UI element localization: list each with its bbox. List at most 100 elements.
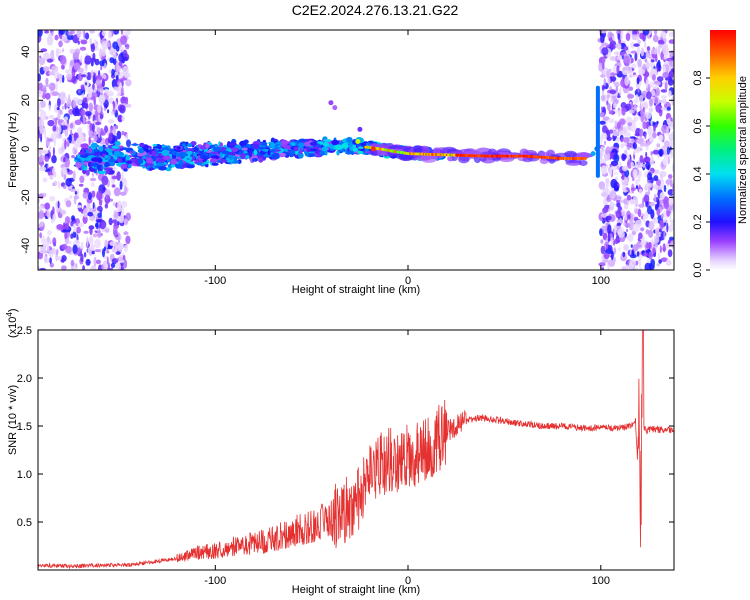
noise-speckle-1-885 bbox=[632, 223, 640, 232]
noise-speckle-0-413 bbox=[82, 115, 86, 125]
ridge-halo-99 bbox=[573, 152, 591, 159]
noise-speckle-0-788 bbox=[75, 98, 83, 105]
noise-speckle-0-783 bbox=[121, 206, 125, 217]
noise-speckle-1-732 bbox=[603, 77, 606, 87]
noise-speckle-0-778 bbox=[123, 185, 128, 195]
noise-speckle-1-440 bbox=[645, 182, 653, 189]
noise-speckle-0-322 bbox=[94, 110, 99, 118]
noise-speckle-1-710 bbox=[633, 43, 640, 47]
noise-speckle-0-826 bbox=[114, 167, 118, 172]
noise-speckle-1-651 bbox=[612, 130, 619, 137]
noise-speckle-0-771 bbox=[63, 121, 66, 126]
ridge-blob-1217 bbox=[145, 149, 150, 153]
ridge-blob-1371 bbox=[98, 146, 104, 152]
colorbar-axes: 0.0 0.2 0.4 0.6 0.8 bbox=[692, 70, 710, 278]
ridge-blob-1378 bbox=[343, 142, 348, 146]
noise-speckle-0-564 bbox=[72, 52, 76, 58]
noise-speckle-0-586 bbox=[108, 119, 114, 123]
noise-speckle-0-620 bbox=[54, 34, 59, 41]
noise-speckle-1-567 bbox=[666, 126, 669, 136]
noise-speckle-0-803 bbox=[52, 237, 57, 246]
noise-speckle-0-498 bbox=[104, 125, 108, 133]
noise-speckle-1-886 bbox=[645, 201, 649, 208]
noise-speckle-0-484 bbox=[112, 86, 120, 91]
noise-speckle-1-603 bbox=[623, 137, 630, 144]
noise-speckle-0-700 bbox=[87, 86, 93, 96]
noise-speckle-0-587 bbox=[112, 41, 119, 50]
noise-speckle-1-881 bbox=[648, 220, 655, 231]
ridge-blob-75 bbox=[131, 143, 139, 146]
ridge-blob-1167 bbox=[91, 142, 98, 148]
noise-speckle-1-838 bbox=[615, 86, 618, 93]
ridge-blob-1192 bbox=[125, 155, 130, 162]
noise-speckle-1-857 bbox=[601, 225, 607, 230]
spectrogram-ytick-label: 40 bbox=[20, 46, 32, 58]
noise-speckle-0-824 bbox=[58, 92, 64, 100]
ridge-blob-1311 bbox=[273, 149, 281, 152]
noise-speckle-1-773 bbox=[636, 138, 644, 144]
noise-speckle-1-552 bbox=[648, 107, 654, 113]
ridge-blob-995 bbox=[252, 158, 259, 162]
noise-speckle-1-85 bbox=[607, 102, 611, 112]
noise-speckle-1-711 bbox=[651, 68, 657, 73]
noise-speckle-0-839 bbox=[39, 110, 47, 121]
noise-speckle-0-730 bbox=[123, 259, 128, 269]
noise-speckle-1-878 bbox=[643, 252, 648, 257]
noise-speckle-0-418 bbox=[73, 196, 77, 205]
noise-speckle-0-659 bbox=[126, 139, 131, 148]
noise-speckle-1-684 bbox=[633, 104, 638, 112]
noise-speckle-0-810 bbox=[42, 149, 49, 155]
noise-speckle-0-681 bbox=[60, 166, 68, 177]
noise-speckle-0-773 bbox=[44, 202, 50, 210]
ridge-halo-102 bbox=[403, 147, 411, 152]
ridge-blob-1197 bbox=[126, 160, 132, 165]
spectrogram-axes: -100 0 100 -40 -20 0 20 40 bbox=[20, 30, 674, 287]
noise-speckle-1-627 bbox=[662, 98, 667, 104]
noise-speckle-1-812 bbox=[653, 216, 656, 222]
noise-speckle-1-850 bbox=[642, 142, 650, 147]
noise-speckle-0-391 bbox=[43, 52, 50, 61]
noise-speckle-0-844 bbox=[103, 246, 107, 252]
noise-speckle-1-731 bbox=[638, 254, 643, 259]
ridge-blob-1382 bbox=[113, 150, 121, 157]
noise-speckle-1-594 bbox=[652, 34, 659, 43]
noise-speckle-0-601 bbox=[112, 102, 116, 109]
noise-speckle-1-753 bbox=[613, 171, 619, 175]
noise-speckle-0-691 bbox=[71, 155, 75, 159]
noise-speckle-0-867 bbox=[39, 166, 47, 172]
noise-speckle-1-876 bbox=[639, 128, 644, 137]
noise-speckle-1-348 bbox=[620, 137, 624, 143]
spectrogram-xtick-label: 0 bbox=[405, 275, 411, 287]
noise-speckle-0-578 bbox=[61, 259, 65, 263]
noise-speckle-0-688 bbox=[38, 102, 42, 111]
noise-speckle-0-456 bbox=[118, 216, 124, 224]
noise-speckle-0-602 bbox=[120, 86, 124, 96]
noise-speckle-0-383 bbox=[113, 187, 121, 197]
noise-speckle-0-466 bbox=[117, 114, 123, 123]
noise-speckle-0-775 bbox=[63, 174, 67, 181]
noise-speckle-1-821 bbox=[666, 222, 669, 233]
noise-speckle-0-870 bbox=[87, 120, 91, 125]
noise-speckle-1-854 bbox=[624, 46, 627, 51]
noise-speckle-1-138 bbox=[636, 45, 640, 56]
noise-speckle-0-501 bbox=[47, 168, 51, 172]
noise-speckle-1-487 bbox=[667, 155, 670, 165]
noise-speckle-1-40 bbox=[623, 244, 629, 251]
ridge-blob-1092 bbox=[303, 141, 309, 147]
noise-speckle-1-704 bbox=[607, 153, 610, 161]
spectrogram-ytick-label: -40 bbox=[20, 238, 32, 254]
noise-speckle-0-369 bbox=[84, 32, 90, 40]
noise-speckle-1-445 bbox=[612, 102, 617, 109]
ridge-blob-752 bbox=[102, 144, 106, 148]
noise-speckle-1-779 bbox=[662, 72, 669, 79]
colorbar-tick-label: 0.6 bbox=[692, 118, 704, 133]
noise-speckle-0-610 bbox=[80, 55, 83, 64]
noise-speckle-1-869 bbox=[668, 197, 673, 206]
noise-speckle-1-547 bbox=[614, 120, 618, 127]
noise-speckle-0-534 bbox=[44, 155, 50, 162]
ridge-blob-1330 bbox=[334, 144, 343, 150]
noise-speckle-0-323 bbox=[52, 206, 55, 215]
snr-frame bbox=[37, 329, 675, 571]
noise-speckle-1-435 bbox=[599, 120, 606, 125]
noise-speckle-1-367 bbox=[649, 81, 655, 86]
